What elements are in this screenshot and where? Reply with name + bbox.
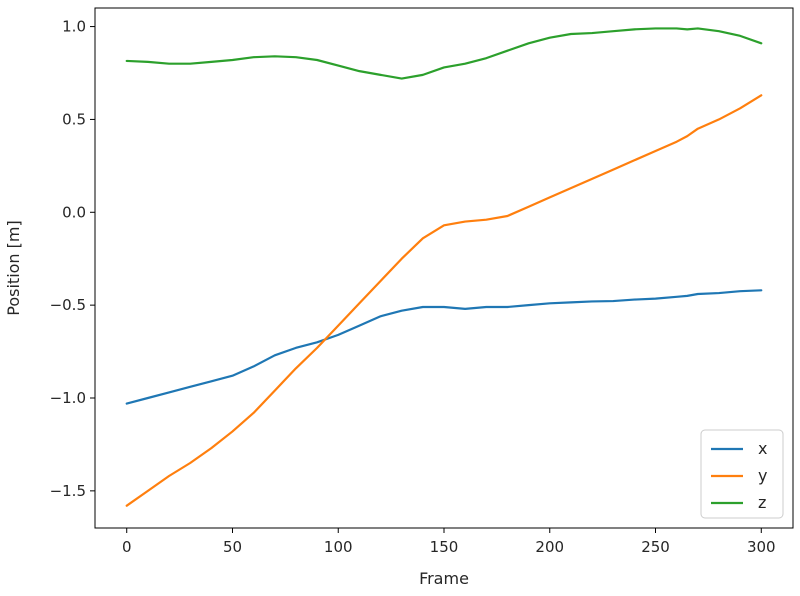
y-tick-label: 0.5 bbox=[62, 110, 86, 128]
y-tick-label: −1.5 bbox=[50, 482, 86, 500]
x-tick-label: 150 bbox=[430, 538, 459, 556]
x-tick-label: 50 bbox=[223, 538, 242, 556]
y-tick-label: −1.0 bbox=[50, 389, 86, 407]
x-tick-label: 250 bbox=[641, 538, 670, 556]
y-tick-label: −0.5 bbox=[50, 296, 86, 314]
x-tick-label: 0 bbox=[122, 538, 132, 556]
series-line-z bbox=[125, 27, 763, 80]
legend: xyz bbox=[700, 429, 784, 519]
plot-lines bbox=[125, 27, 763, 507]
x-axis-ticks: 0 50 100 150 200 250 300 bbox=[122, 528, 776, 556]
series-line-x bbox=[125, 289, 763, 405]
legend-box bbox=[700, 429, 784, 519]
y-axis-ticks: −1.5 −1.0 −0.5 0.0 0.5 1.0 bbox=[50, 18, 95, 500]
y-axis-label: Position [m] bbox=[4, 220, 23, 315]
x-tick-label: 300 bbox=[747, 538, 776, 556]
legend-label-z: z bbox=[758, 493, 766, 512]
x-axis-label: Frame bbox=[419, 569, 469, 588]
series-line-y bbox=[125, 94, 763, 507]
legend-label-x: x bbox=[758, 439, 767, 458]
x-tick-label: 100 bbox=[324, 538, 353, 556]
y-tick-label: 1.0 bbox=[62, 18, 86, 36]
x-tick-label: 200 bbox=[535, 538, 564, 556]
y-tick-label: 0.0 bbox=[62, 203, 86, 221]
legend-label-y: y bbox=[758, 466, 767, 485]
